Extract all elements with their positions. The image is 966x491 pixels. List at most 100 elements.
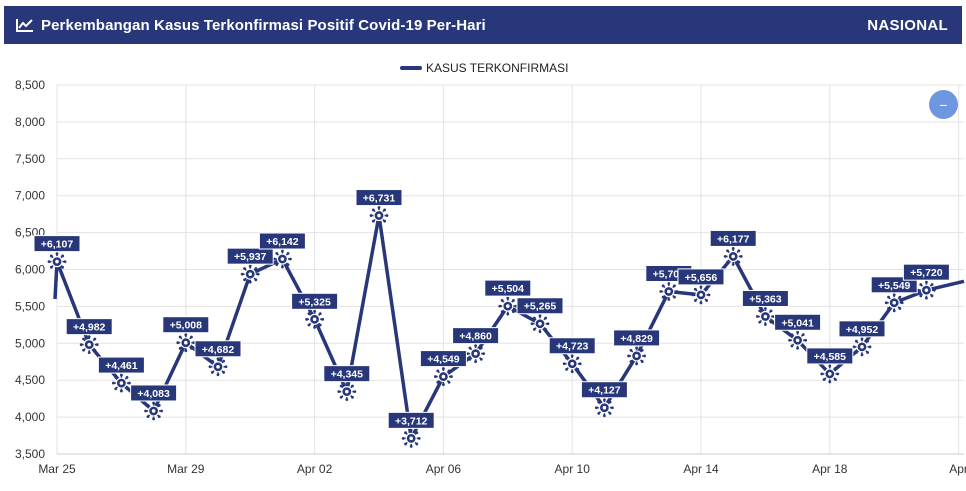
data-label-box [258,232,306,250]
scope-label: NASIONAL [867,16,948,34]
data-label: +4,952 [846,324,879,336]
data-label: +6,107 [41,239,74,251]
data-label-box [355,189,403,207]
data-label: +4,585 [814,351,847,363]
virus-marker [337,382,357,402]
data-label-box [226,247,274,265]
data-label-box [97,356,145,374]
data-label: +5,504 [492,283,525,295]
data-label-box [548,337,596,355]
virus-marker [144,401,164,421]
data-label-box [677,268,725,286]
data-label-box [291,292,339,310]
data-label-box [613,329,661,347]
data-label-box [387,411,435,429]
data-label: +4,682 [202,344,235,356]
virus-marker [434,367,453,386]
x-tick-label: Apr 14 [683,462,719,476]
y-tick-label: 7,000 [15,189,45,203]
data-label: +5,549 [878,280,911,292]
x-tick-label: Apr [949,462,966,476]
data-label: +5,656 [685,272,718,284]
data-label-box [806,347,854,365]
data-label: +4,549 [427,354,460,366]
series-line-tail [925,279,965,292]
y-tick-label: 5,000 [15,336,45,350]
virus-marker [917,280,936,300]
virus-marker [498,296,518,316]
y-tick-label: 6,000 [15,263,45,277]
data-label: +5,041 [781,317,814,329]
data-label: +4,829 [620,333,653,345]
virus-marker [788,330,807,350]
y-tick-label: 4,500 [15,373,45,387]
data-label: +4,345 [331,369,364,381]
x-tick-label: Mar 25 [38,462,76,476]
virus-marker [530,314,550,334]
x-tick-label: Apr 18 [812,462,848,476]
virus-marker [884,293,904,313]
data-label-box [452,327,500,345]
virus-marker [659,282,679,301]
data-label: +4,127 [588,385,621,397]
data-label: +5,720 [910,267,943,279]
x-tick-label: Apr 10 [555,462,591,476]
data-label: +3,712 [395,415,428,427]
data-label-box [419,350,467,368]
data-label-box [65,318,113,336]
data-label-box [741,290,789,308]
data-label: +4,982 [73,322,106,334]
data-label-box [902,263,950,281]
virus-marker [466,344,485,364]
virus-marker [208,357,228,377]
data-label: +4,083 [137,388,170,400]
data-label-box [838,320,886,338]
data-label-box [516,297,564,315]
chart-header: Perkembangan Kasus Terkonfirmasi Positif… [4,6,962,44]
chart-title: Perkembangan Kasus Terkonfirmasi Positif… [41,16,486,34]
data-label-box [194,340,242,358]
virus-marker [820,364,840,384]
virus-marker [401,428,421,448]
virus-marker [79,335,99,355]
data-label: +5,325 [298,296,331,308]
data-label-box [709,229,757,247]
data-label: +6,177 [717,233,750,245]
virus-marker [112,373,131,393]
x-tick-label: Mar 29 [167,462,205,476]
line-chart: 3,5004,0004,5005,0005,5006,0006,5007,000… [15,61,966,476]
line-chart-icon [16,18,34,32]
data-label: +5,008 [170,320,203,332]
data-label-box [774,313,822,331]
x-tick-label: Apr 06 [426,462,462,476]
legend-label: KASUS TERKONFIRMASI [426,61,568,75]
data-label: +4,461 [105,360,138,372]
virus-marker [176,333,196,353]
data-label-box [870,276,918,294]
y-tick-label: 7,500 [15,152,45,166]
virus-marker [595,398,614,418]
data-label: +5,265 [524,301,557,313]
data-label-box [33,235,81,253]
virus-marker [369,206,389,225]
x-tick-label: Apr 02 [297,462,333,476]
virus-marker [47,252,67,272]
data-label: +6,142 [266,236,299,248]
y-tick-label: 8,000 [15,115,45,129]
data-label: +4,723 [556,341,589,353]
y-tick-label: 5,500 [15,299,45,313]
virus-marker [273,249,292,269]
data-label-box [484,279,532,297]
virus-marker [562,354,582,374]
y-tick-label: 8,500 [15,78,45,92]
data-label: +4,860 [459,331,492,343]
data-label-box [130,384,178,402]
data-label: +6,731 [363,193,396,205]
virus-marker [756,307,775,326]
virus-marker [240,264,260,284]
y-tick-label: 4,000 [15,410,45,424]
virus-marker [305,309,324,329]
zoom-out-button[interactable]: − [929,90,958,119]
virus-marker [852,337,872,357]
virus-marker [691,285,711,305]
